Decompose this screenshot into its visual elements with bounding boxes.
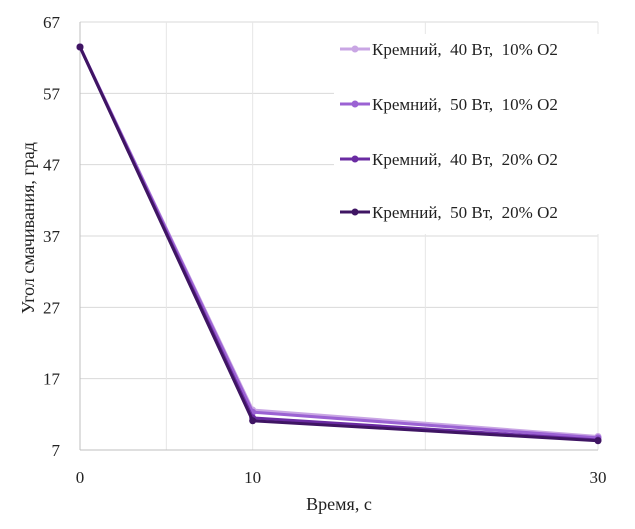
y-tick-label: 47 [43,156,61,175]
x-tick-label: 30 [590,468,607,487]
data-point [594,437,602,445]
data-point [76,43,84,51]
legend: Кремний, 40 Вт, 10% O2 Кремний, 50 Вт, 10… [334,34,606,234]
data-point [249,417,257,425]
x-tick-label: 0 [76,468,85,487]
legend-label: Кремний, 50 Вт, 10% O2 [372,95,558,114]
x-axis-title: Время, с [306,494,372,514]
y-tick-label: 17 [43,370,61,389]
series-4 [76,43,602,445]
y-tick-label: 57 [43,84,61,103]
legend-swatch-marker [351,100,359,108]
legend-item: Кремний, 40 Вт, 10% O2 [340,40,558,59]
legend-swatch-marker [351,45,359,53]
y-tick-label: 67 [43,13,61,32]
legend-label: Кремний, 40 Вт, 20% O2 [372,150,558,169]
legend-item: Кремний, 50 Вт, 10% O2 [340,95,558,114]
legend-item: Кремний, 50 Вт, 20% O2 [340,203,558,222]
y-tick-label: 37 [43,227,61,246]
legend-label: Кремний, 40 Вт, 10% O2 [372,40,558,59]
legend-swatch-marker [351,155,359,163]
legend-item: Кремний, 40 Вт, 20% O2 [340,150,558,169]
y-axis-title: Угол смачивания, град [18,142,38,314]
legend-background [334,34,606,234]
y-tick-label: 27 [43,298,61,317]
x-tick-label: 10 [244,468,261,487]
series-layer [76,43,602,445]
axis-layer: 7 17 27 37 47 57 67 0 10 30 [43,13,607,487]
legend-swatch-marker [351,208,359,216]
legend-label: Кремний, 50 Вт, 20% O2 [372,203,558,222]
y-tick-label: 7 [52,441,61,460]
